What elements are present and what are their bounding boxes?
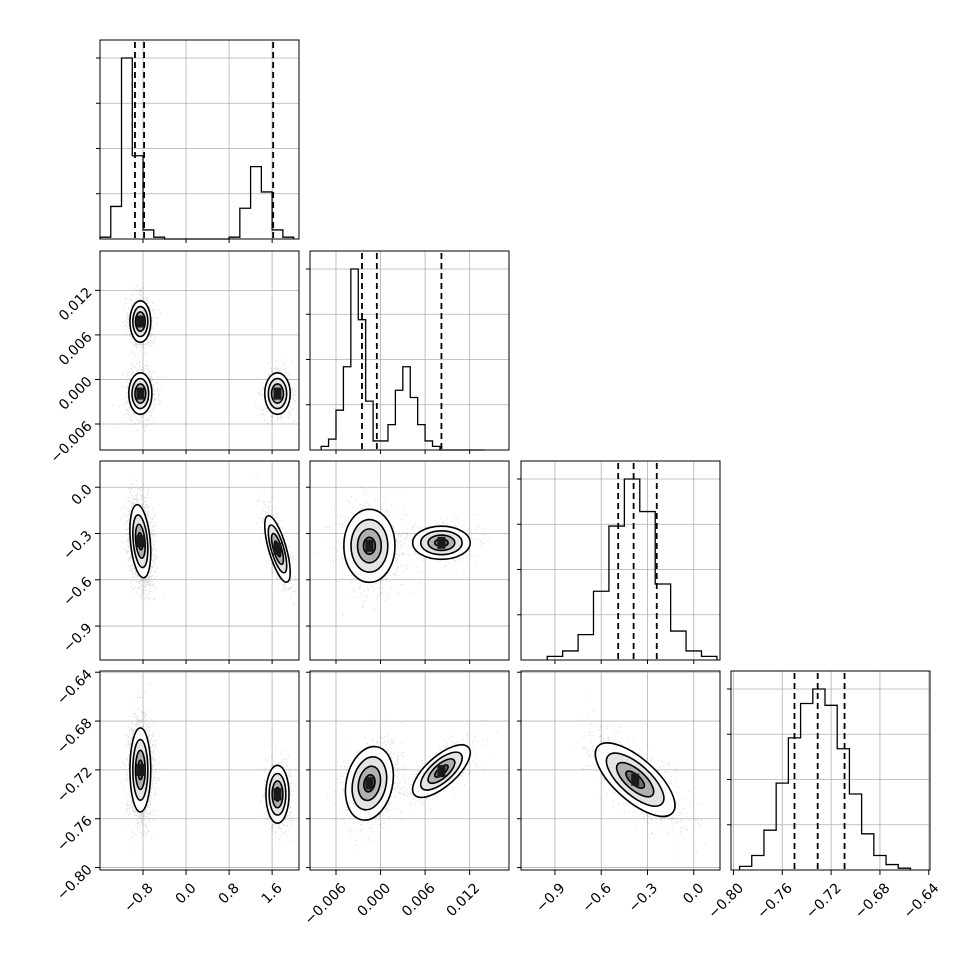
panel-frame [520,460,721,661]
sample-points [122,683,299,849]
density-core [273,387,282,400]
panel-frame [309,460,510,661]
panel-frame [99,39,300,240]
y-tick-label: −0.6 [60,574,95,609]
x-tick-label: −0.68 [852,880,894,922]
x-tick-label: −0.3 [626,880,661,915]
y-tick-label: −0.64 [54,667,96,709]
histogram-step [738,688,912,870]
panel-frame [99,250,300,451]
y-tick-label: −0.9 [60,620,95,655]
x-tick-label: 0.0 [680,880,707,907]
panel-frame [309,670,510,871]
pair-panel [309,460,510,661]
y-tick-label: −0.72 [54,764,96,806]
x-tick-label: 0.012 [444,880,484,920]
histogram-panel [306,250,510,451]
density-core [365,539,374,552]
y-tick-label: 0.006 [56,329,96,369]
density-core [365,777,374,790]
histogram-step [320,268,485,451]
pair-panel [99,250,300,451]
panel-frame [309,250,510,451]
density-core [631,773,640,786]
pair-panel [309,670,510,871]
density-core [273,788,282,801]
pair-panel [99,670,300,871]
y-tick-label: 0.000 [56,374,96,414]
histogram-panel [517,460,721,661]
x-tick-label: 0.8 [216,880,243,907]
pair-panel [99,460,300,661]
panel-frame [520,670,721,871]
x-tick-label: −0.6 [579,880,614,915]
y-tick-label: −0.3 [60,528,95,563]
y-tick-label: 0.012 [56,285,96,325]
x-tick-label: −0.76 [754,880,796,922]
x-tick-label: 1.6 [259,880,286,907]
density-core [136,763,145,776]
density-core [437,536,446,549]
panel-frame [99,460,300,661]
x-tick-label: 0.000 [354,880,394,920]
density-core [437,765,446,778]
density-core [136,315,145,328]
histogram-panel [96,39,300,240]
x-tick-label: 0.006 [399,880,439,920]
y-tick-label: −0.006 [48,418,96,466]
x-tick-label: −0.64 [901,880,943,922]
x-tick-label: −0.80 [705,880,747,922]
x-tick-label: −0.72 [803,880,845,922]
x-tick-label: −0.8 [121,880,156,915]
histogram-step [546,478,718,660]
y-tick-label: −0.80 [54,862,96,904]
histogram-panel [727,670,931,871]
x-tick-label: 0.0 [173,880,200,907]
density-core [136,535,145,548]
x-tick-label: −0.9 [533,880,568,915]
sample-points [112,285,299,434]
y-tick-label: 0.0 [69,482,96,509]
y-tick-label: −0.76 [54,813,96,855]
panel-frame [99,670,300,871]
density-core [136,387,145,400]
pair-panel [520,670,721,871]
y-tick-label: −0.68 [54,715,96,757]
density-core [273,542,282,555]
panel-frame [730,670,931,871]
x-tick-label: −0.006 [302,880,350,928]
